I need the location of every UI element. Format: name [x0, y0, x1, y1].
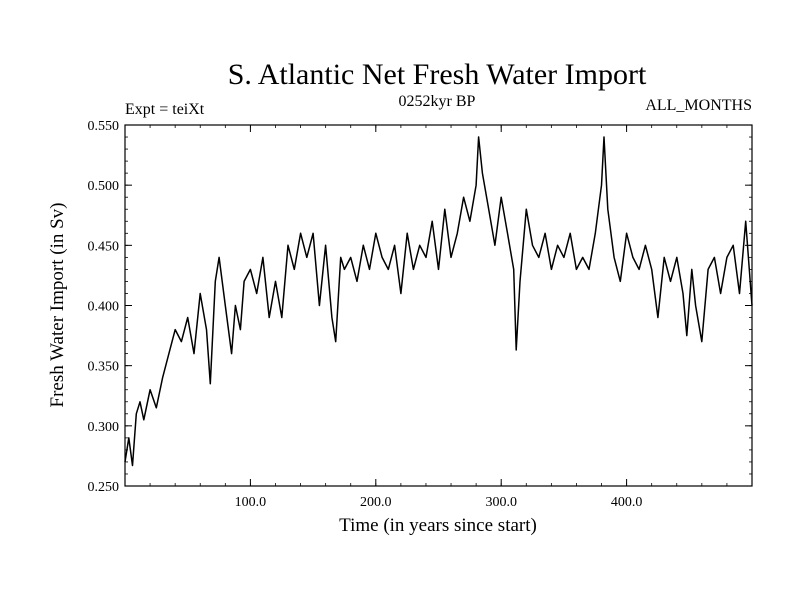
epoch-label: 0252kyr BP [399, 93, 476, 110]
x-tick-label: 200.0 [360, 495, 392, 510]
x-tick-label: 100.0 [235, 495, 267, 510]
chart-title: S. Atlantic Net Fresh Water Import [228, 58, 647, 91]
plot-area [124, 136, 753, 467]
x-tick-label: 300.0 [485, 495, 517, 510]
y-tick-label: 0.250 [88, 480, 120, 495]
months-label: ALL_MONTHS [645, 97, 752, 114]
experiment-label: Expt = teiXt [125, 101, 205, 118]
plot-frame [124, 124, 753, 487]
series-line [124, 136, 753, 467]
y-tick-label: 0.400 [88, 300, 120, 315]
y-tick-label: 0.550 [88, 119, 120, 134]
y-axis-label: Fresh Water Import (in Sv) [47, 203, 68, 408]
y-tick-label: 0.350 [88, 360, 120, 375]
axis-ticks: 0.250 0.300 0.350 0.400 0.450 0.500 0.550 100.0… [88, 119, 753, 510]
y-tick-label: 0.500 [88, 179, 120, 194]
y-tick-label: 0.300 [88, 420, 120, 435]
x-axis-label: Time (in years since start) [339, 515, 537, 536]
x-tick-label: 400.0 [611, 495, 643, 510]
y-tick-label: 0.450 [88, 239, 120, 254]
